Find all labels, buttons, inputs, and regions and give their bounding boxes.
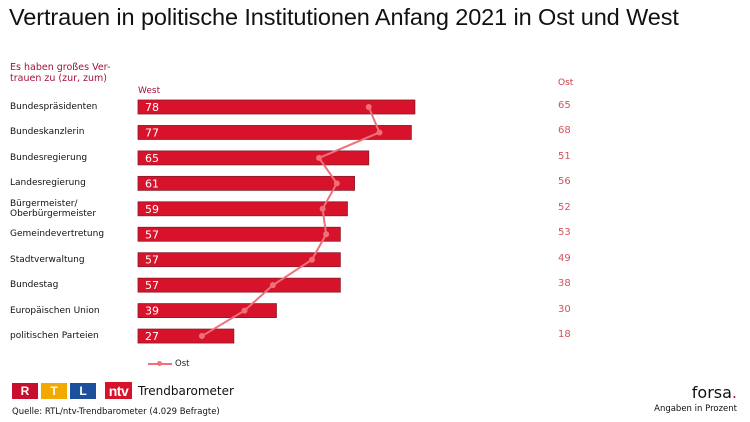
ost-point	[316, 154, 323, 161]
category-label: Bürgermeister/ Oberbürgermeister	[10, 198, 97, 219]
forsa-dot: .	[731, 383, 737, 402]
west-bar	[137, 303, 277, 319]
rtl-logo-r: R	[12, 382, 38, 399]
west-value-label: 65	[145, 152, 159, 165]
west-bar	[137, 328, 235, 344]
ntv-logo: ntv	[105, 382, 132, 399]
west-value-label: 78	[145, 101, 159, 114]
ost-point	[198, 333, 205, 340]
west-value-label: 59	[145, 203, 159, 216]
forsa-logo: forsa.	[692, 383, 737, 402]
rtl-logo-l: L	[70, 382, 96, 399]
ost-value-label: 52	[558, 201, 571, 213]
category-label: Bundesregierung	[10, 152, 88, 163]
west-value-label: 61	[145, 177, 159, 190]
west-value-label: 77	[145, 126, 159, 139]
category-label: Bundeskanzlerin	[10, 127, 85, 138]
chart-title: Vertrauen in politische Institutionen An…	[9, 4, 679, 30]
chart-subtitle: Es haben großes Ver- trauen zu (zur, zum…	[10, 62, 140, 84]
west-value-label: 39	[145, 305, 159, 318]
west-value-label: 57	[145, 228, 159, 241]
trendbarometer-label: Trendbarometer	[138, 383, 234, 398]
ost-point	[376, 129, 383, 136]
ost-value-label: 30	[558, 303, 571, 315]
west-value-label: 57	[145, 279, 159, 292]
west-column-label: West	[138, 86, 161, 96]
west-bar	[137, 150, 370, 166]
west-bar	[137, 175, 355, 191]
west-bar	[137, 252, 341, 268]
ost-point	[365, 104, 372, 110]
ost-point	[319, 205, 326, 212]
forsa-text: forsa	[691, 383, 732, 402]
category-label: Stadtverwaltung	[10, 254, 85, 265]
legend-ost-line-icon	[148, 361, 172, 366]
ost-value-label: 56	[558, 176, 571, 188]
west-value-label: 57	[145, 254, 159, 267]
west-bar	[137, 226, 341, 242]
west-bar	[137, 99, 416, 115]
category-label: politischen Parteien	[10, 331, 99, 342]
category-label: Europäischen Union	[10, 305, 100, 316]
subtitle-text: Es haben großes Ver- trauen zu (zur, zum…	[10, 62, 111, 84]
branding: R T L ntv Trendbarometer	[12, 382, 234, 399]
source-note: Quelle: RTL/ntv-Trendbarometer (4.029 Be…	[12, 407, 220, 417]
category-label: Gemeindevertretung	[10, 229, 105, 240]
ost-point	[308, 256, 315, 263]
rtl-logo-t: T	[41, 382, 67, 399]
ost-point	[269, 282, 276, 289]
ost-column-label: Ost	[558, 78, 574, 88]
ost-value-label: 38	[558, 278, 571, 290]
category-label: Landesregierung	[10, 178, 86, 189]
ost-point	[333, 180, 340, 187]
category-label: Bundespräsidenten	[10, 102, 98, 112]
ost-value-label: 51	[558, 150, 571, 162]
ost-value-label: 53	[558, 227, 571, 239]
ost-value-label: 65	[558, 100, 571, 111]
ost-value-label: 68	[558, 125, 571, 137]
legend: Ost	[148, 359, 189, 369]
ost-point	[241, 307, 248, 314]
unit-note: Angaben in Prozent	[654, 404, 737, 414]
ost-point	[323, 231, 330, 238]
west-bar	[137, 277, 341, 293]
west-value-label: 27	[145, 330, 159, 343]
ost-line	[201, 106, 381, 337]
west-bar	[137, 125, 412, 140]
category-label: Bundestag	[10, 280, 59, 291]
ost-value-label: 49	[558, 252, 571, 264]
west-bar	[137, 201, 348, 217]
legend-ost-label: Ost	[175, 359, 190, 369]
ost-value-label: 18	[558, 329, 571, 341]
